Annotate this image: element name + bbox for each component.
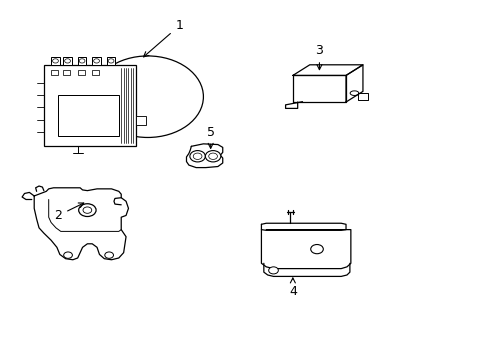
Bar (58, 95, 119, 136)
Bar (51, 57, 60, 65)
Circle shape (189, 150, 205, 162)
Text: 3: 3 (315, 44, 323, 69)
Circle shape (63, 252, 72, 258)
Bar (106, 57, 115, 65)
Text: 2: 2 (54, 203, 83, 222)
Bar (78, 57, 86, 65)
Circle shape (310, 244, 323, 254)
FancyBboxPatch shape (44, 65, 136, 146)
Circle shape (205, 150, 221, 162)
Circle shape (268, 267, 278, 274)
Bar (92, 70, 99, 76)
Bar (136, 116, 146, 125)
Text: 1: 1 (143, 19, 183, 57)
Circle shape (92, 56, 203, 138)
Bar (92, 57, 101, 65)
Bar (51, 70, 58, 76)
Text: 5: 5 (206, 126, 214, 148)
Bar (78, 70, 84, 76)
Circle shape (104, 252, 113, 258)
Bar (63, 70, 70, 76)
Circle shape (79, 204, 96, 216)
Text: 4: 4 (288, 278, 296, 298)
Bar (63, 57, 72, 65)
